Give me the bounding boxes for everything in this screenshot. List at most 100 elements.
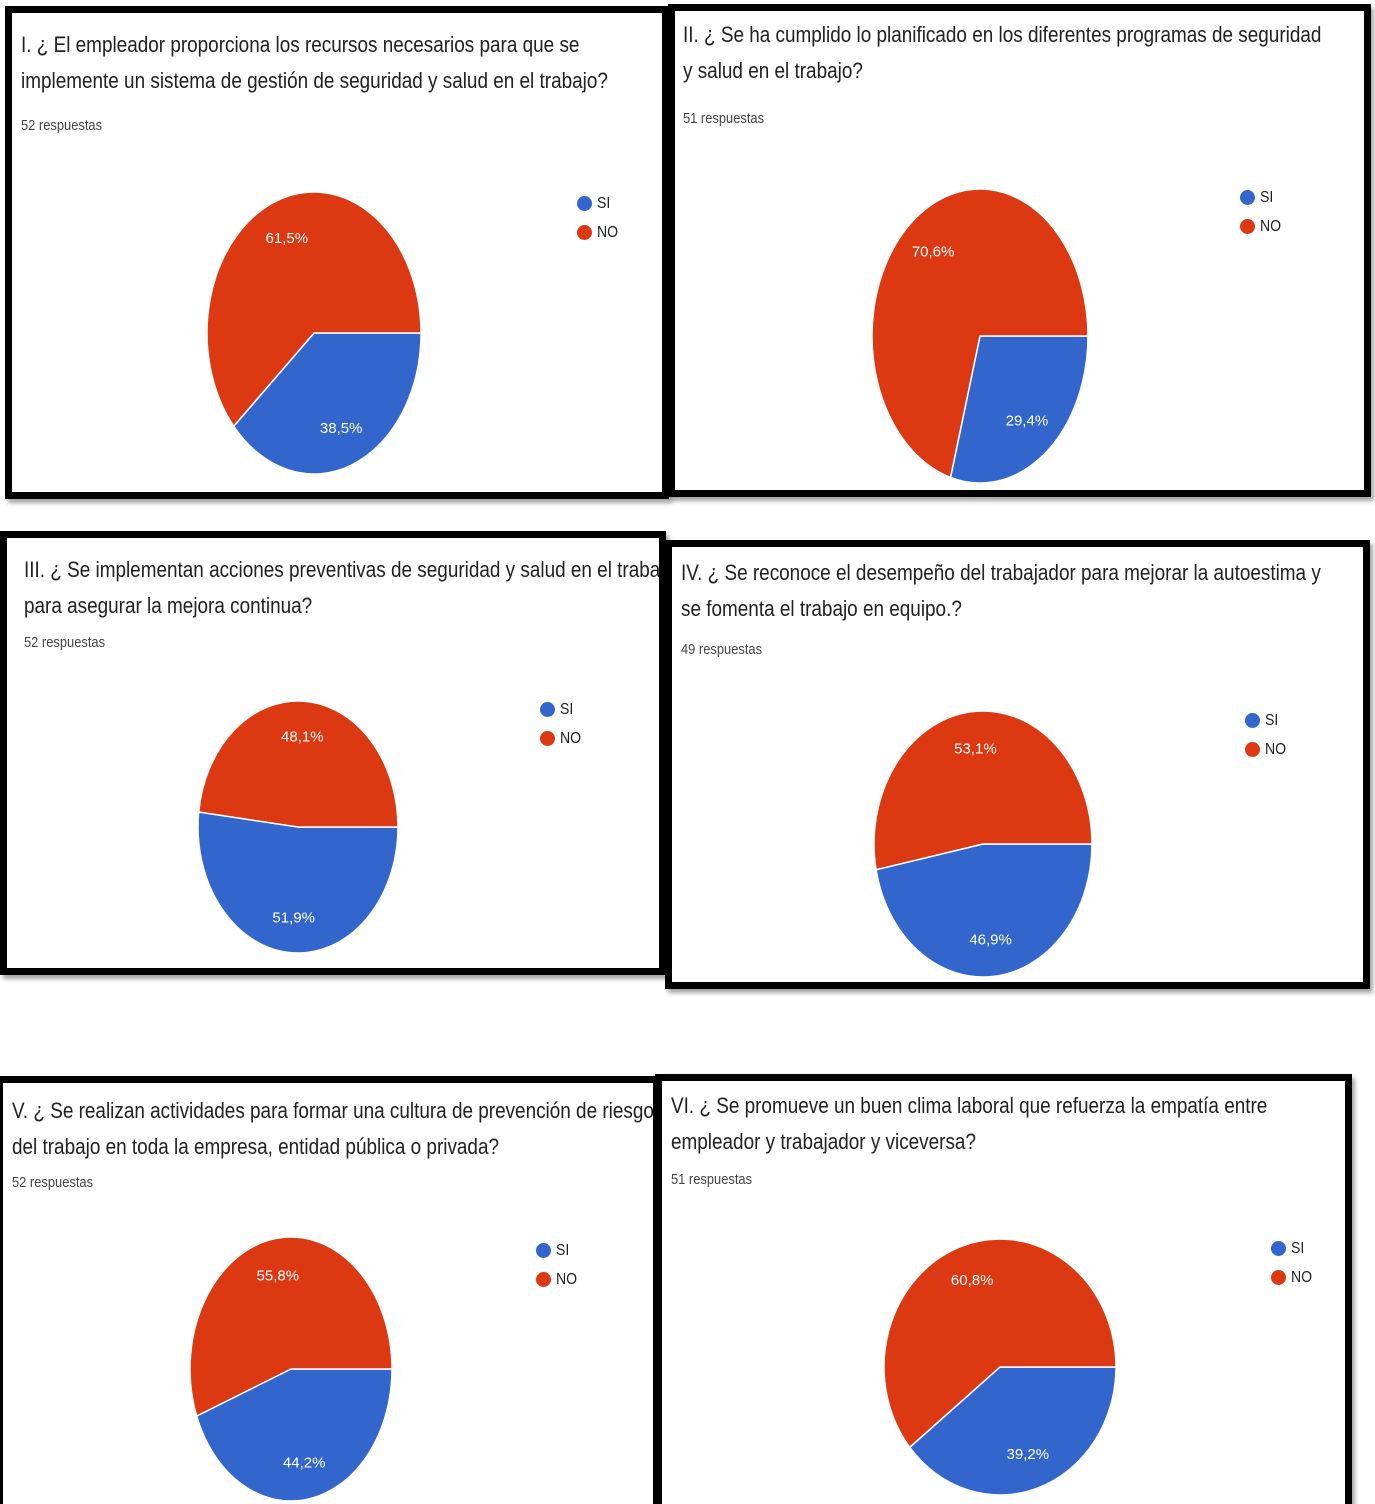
question-title-line: empleador y trabajador y viceversa? xyxy=(671,1129,976,1154)
legend-item-no: NO xyxy=(536,1265,580,1294)
question-title-line: implemente un sistema de gestión de segu… xyxy=(21,68,608,93)
response-count: 49 respuestas xyxy=(681,641,763,658)
pie-slice-si xyxy=(195,1368,393,1502)
legend: SI NO xyxy=(536,1236,580,1294)
legend-label-si: SI xyxy=(556,1241,570,1259)
pie-slice-no xyxy=(873,710,1093,871)
question-title: VI. ¿ Se promueve un buen clima laboral … xyxy=(671,1088,1267,1160)
legend: SI NO xyxy=(1245,706,1289,764)
pie-slice-si xyxy=(232,332,422,475)
legend-swatch-si xyxy=(577,196,592,211)
question-title: V. ¿ Se realizan actividades para formar… xyxy=(12,1093,660,1165)
pie-chart: 38,5% 61,5% xyxy=(206,191,422,475)
legend-item-si: SI xyxy=(577,189,621,218)
pie-label-no: 53,1% xyxy=(954,741,997,758)
legend-item-si: SI xyxy=(536,1236,580,1265)
legend-swatch-no xyxy=(1271,1270,1286,1285)
legend-item-si: SI xyxy=(1240,183,1284,212)
pie-chart: 29,4% 70,6% xyxy=(871,188,1089,484)
legend-item-no: NO xyxy=(1245,735,1289,764)
question-title-line: y salud en el trabajo? xyxy=(683,58,863,83)
pie-label-si: 29,4% xyxy=(1006,412,1049,429)
legend-swatch-no xyxy=(1245,742,1260,757)
legend-swatch-si xyxy=(1245,713,1260,728)
pie-slice-si xyxy=(949,335,1089,484)
legend-swatch-no xyxy=(536,1272,551,1287)
response-count: 51 respuestas xyxy=(671,1171,753,1188)
chart-panel-5: V. ¿ Se realizan actividades para formar… xyxy=(0,1076,660,1504)
question-title: IV. ¿ Se reconoce el desempeño del traba… xyxy=(681,555,1321,627)
pie-slice-no xyxy=(883,1238,1117,1449)
legend-item-no: NO xyxy=(577,218,621,247)
pie-slice-no xyxy=(189,1236,393,1418)
question-title: I. ¿ El empleador proporciona los recurs… xyxy=(21,27,608,99)
legend-swatch-si xyxy=(540,702,555,717)
legend-item-no: NO xyxy=(1271,1263,1315,1292)
chart-panel-6: VI. ¿ Se promueve un buen clima laboral … xyxy=(655,1074,1352,1504)
legend-label-no: NO xyxy=(597,223,619,241)
legend-label-si: SI xyxy=(560,700,574,718)
legend-label-si: SI xyxy=(1265,711,1279,729)
legend-item-si: SI xyxy=(1271,1234,1315,1263)
legend-swatch-no xyxy=(1240,219,1255,234)
legend: SI NO xyxy=(1271,1234,1315,1292)
legend-label-no: NO xyxy=(560,729,582,747)
question-title-line: I. ¿ El empleador proporciona los recurs… xyxy=(21,32,580,57)
question-title-line: IV. ¿ Se reconoce el desempeño del traba… xyxy=(681,560,1321,585)
question-title-line: VI. ¿ Se promueve un buen clima laboral … xyxy=(671,1093,1268,1118)
legend: SI NO xyxy=(540,695,584,753)
question-title-line: III. ¿ Se implementan acciones preventiv… xyxy=(24,557,666,582)
question-title-line: se fomenta el trabajo en equipo.? xyxy=(681,596,962,621)
legend-swatch-si xyxy=(1240,190,1255,205)
pie-slice-si xyxy=(197,811,399,954)
pie-slice-no xyxy=(197,700,399,828)
chart-panel-2: II. ¿ Se ha cumplido lo planificado en l… xyxy=(668,4,1371,497)
chart-panel-4: IV. ¿ Se reconoce el desempeño del traba… xyxy=(665,540,1370,989)
pie-label-si: 44,2% xyxy=(283,1455,326,1472)
legend-label-no: NO xyxy=(556,1270,578,1288)
legend-item-si: SI xyxy=(1245,706,1289,735)
legend-swatch-si xyxy=(536,1243,551,1258)
legend: SI NO xyxy=(1240,183,1284,241)
pie-chart: 46,9% 53,1% xyxy=(873,710,1093,978)
legend-swatch-no xyxy=(577,225,592,240)
legend-swatch-si xyxy=(1271,1241,1286,1256)
legend-item-no: NO xyxy=(540,724,584,753)
response-count: 52 respuestas xyxy=(24,634,106,651)
pie-label-si: 51,9% xyxy=(272,910,315,927)
pie-label-si: 38,5% xyxy=(320,420,363,437)
chart-panel-3: III. ¿ Se implementan acciones preventiv… xyxy=(0,531,666,975)
legend-label-no: NO xyxy=(1265,740,1287,758)
pie-label-no: 60,8% xyxy=(951,1272,994,1289)
response-count: 52 respuestas xyxy=(12,1174,94,1191)
pie-slice-no xyxy=(871,188,1089,479)
question-title-line: del trabajo en toda la empresa, entidad … xyxy=(12,1134,500,1159)
legend-label-si: SI xyxy=(597,194,611,212)
pie-label-si: 39,2% xyxy=(1007,1446,1050,1463)
pie-chart: 51,9% 48,1% xyxy=(197,700,399,954)
pie-label-no: 61,5% xyxy=(266,230,309,247)
pie-label-no: 70,6% xyxy=(912,244,955,261)
question-title: II. ¿ Se ha cumplido lo planificado en l… xyxy=(683,17,1321,89)
legend-label-si: SI xyxy=(1260,188,1274,206)
question-title-line: V. ¿ Se realizan actividades para formar… xyxy=(12,1098,660,1123)
question-title-line: para asegurar la mejora continua? xyxy=(24,593,313,618)
pie-slice-si xyxy=(908,1366,1117,1496)
chart-panel-1: I. ¿ El empleador proporciona los recurs… xyxy=(5,6,669,499)
legend-label-no: NO xyxy=(1291,1268,1313,1286)
question-title: III. ¿ Se implementan acciones preventiv… xyxy=(24,552,666,624)
pie-chart: 44,2% 55,8% xyxy=(189,1236,393,1502)
pie-label-no: 55,8% xyxy=(257,1268,300,1285)
pie-label-no: 48,1% xyxy=(281,728,324,745)
response-count: 52 respuestas xyxy=(21,117,103,134)
legend-swatch-no xyxy=(540,731,555,746)
legend: SI NO xyxy=(577,189,621,247)
response-count: 51 respuestas xyxy=(683,110,765,127)
pie-slice-si xyxy=(875,843,1093,978)
legend-label-no: NO xyxy=(1260,217,1282,235)
pie-chart: 39,2% 60,8% xyxy=(883,1238,1117,1496)
legend-item-si: SI xyxy=(540,695,584,724)
legend-label-si: SI xyxy=(1291,1239,1305,1257)
question-title-line: II. ¿ Se ha cumplido lo planificado en l… xyxy=(683,22,1322,47)
pie-label-si: 46,9% xyxy=(969,931,1012,948)
